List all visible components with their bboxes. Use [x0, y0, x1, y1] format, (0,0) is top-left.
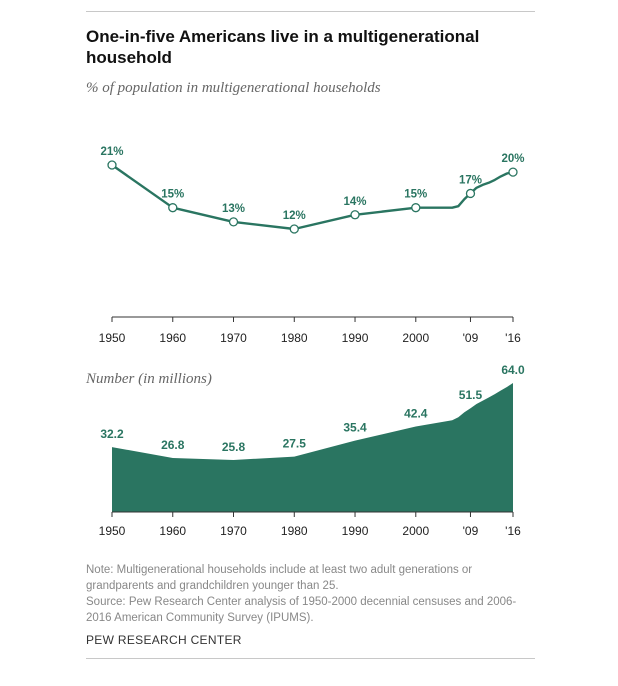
x-tick-label: 1990: [342, 524, 369, 538]
bottom-chart-label: Number (in millions): [86, 371, 212, 387]
data-point-marker: [465, 188, 476, 199]
x-tick-label: 1960: [159, 524, 186, 538]
data-point-marker: [107, 160, 117, 170]
data-label: 17%: [459, 174, 482, 186]
x-tick-label: '09: [463, 524, 479, 538]
x-tick-label: 1950: [99, 331, 126, 345]
top-rule: [86, 11, 535, 12]
data-point-marker: [168, 203, 178, 213]
data-label: 13%: [222, 203, 245, 215]
x-tick-label: 2000: [402, 331, 429, 345]
data-label: 51.5: [459, 388, 483, 402]
data-label: 15%: [404, 189, 427, 201]
data-label: 26.8: [161, 438, 185, 452]
x-tick-label: 1950: [99, 524, 126, 538]
data-label: 42.4: [404, 407, 428, 421]
percent-line-chart: 1950 1960 1970 1980 1990 2000 '09 '16 21% 15% 13% 1…: [99, 146, 525, 345]
x-tick-label: 1960: [159, 331, 186, 345]
data-label: 12%: [283, 210, 306, 222]
x-tick-label: '16: [505, 331, 521, 345]
data-label: 25.8: [222, 440, 246, 454]
data-label: 20%: [501, 153, 524, 165]
x-tick-label: 1980: [281, 524, 308, 538]
x-tick-label: 1970: [220, 524, 247, 538]
source-text: Source: Pew Research Center analysis of …: [86, 596, 517, 624]
data-label: 27.5: [283, 437, 307, 451]
x-tick-label: '16: [505, 524, 521, 538]
footnotes: Note: Multigenerational households inclu…: [86, 562, 536, 626]
top-chart-label: % of population in multigenerational hou…: [86, 80, 381, 96]
data-label: 15%: [161, 189, 184, 201]
data-label: 32.2: [100, 427, 124, 441]
x-tick-label: 1970: [220, 331, 247, 345]
bottom-rule: [86, 658, 535, 659]
chart-title: One-in-five Americans live in a multigen…: [86, 27, 480, 67]
data-label: 35.4: [343, 421, 367, 435]
count-area: [112, 383, 513, 512]
data-point-marker: [350, 210, 360, 220]
data-label: 14%: [344, 196, 367, 208]
data-point-marker: [289, 224, 299, 234]
data-label: 21%: [100, 146, 123, 158]
x-tick-label: 1980: [281, 331, 308, 345]
org-credit: PEW RESEARCH CENTER: [86, 633, 242, 647]
data-point-marker: [228, 217, 239, 227]
data-point-marker: [508, 167, 518, 177]
data-label: 64.0: [501, 363, 525, 377]
note-text: Note: Multigenerational households inclu…: [86, 564, 473, 592]
x-tick-label: 2000: [402, 524, 429, 538]
count-area-chart: 1950 1960 1970 1980 1990 2000 '09 '16 32.2 26.8 25…: [99, 363, 525, 538]
x-tick-label: '09: [463, 331, 479, 345]
data-point-marker: [411, 203, 421, 213]
percent-series-line: [110, 163, 515, 231]
x-tick-label: 1990: [342, 331, 369, 345]
